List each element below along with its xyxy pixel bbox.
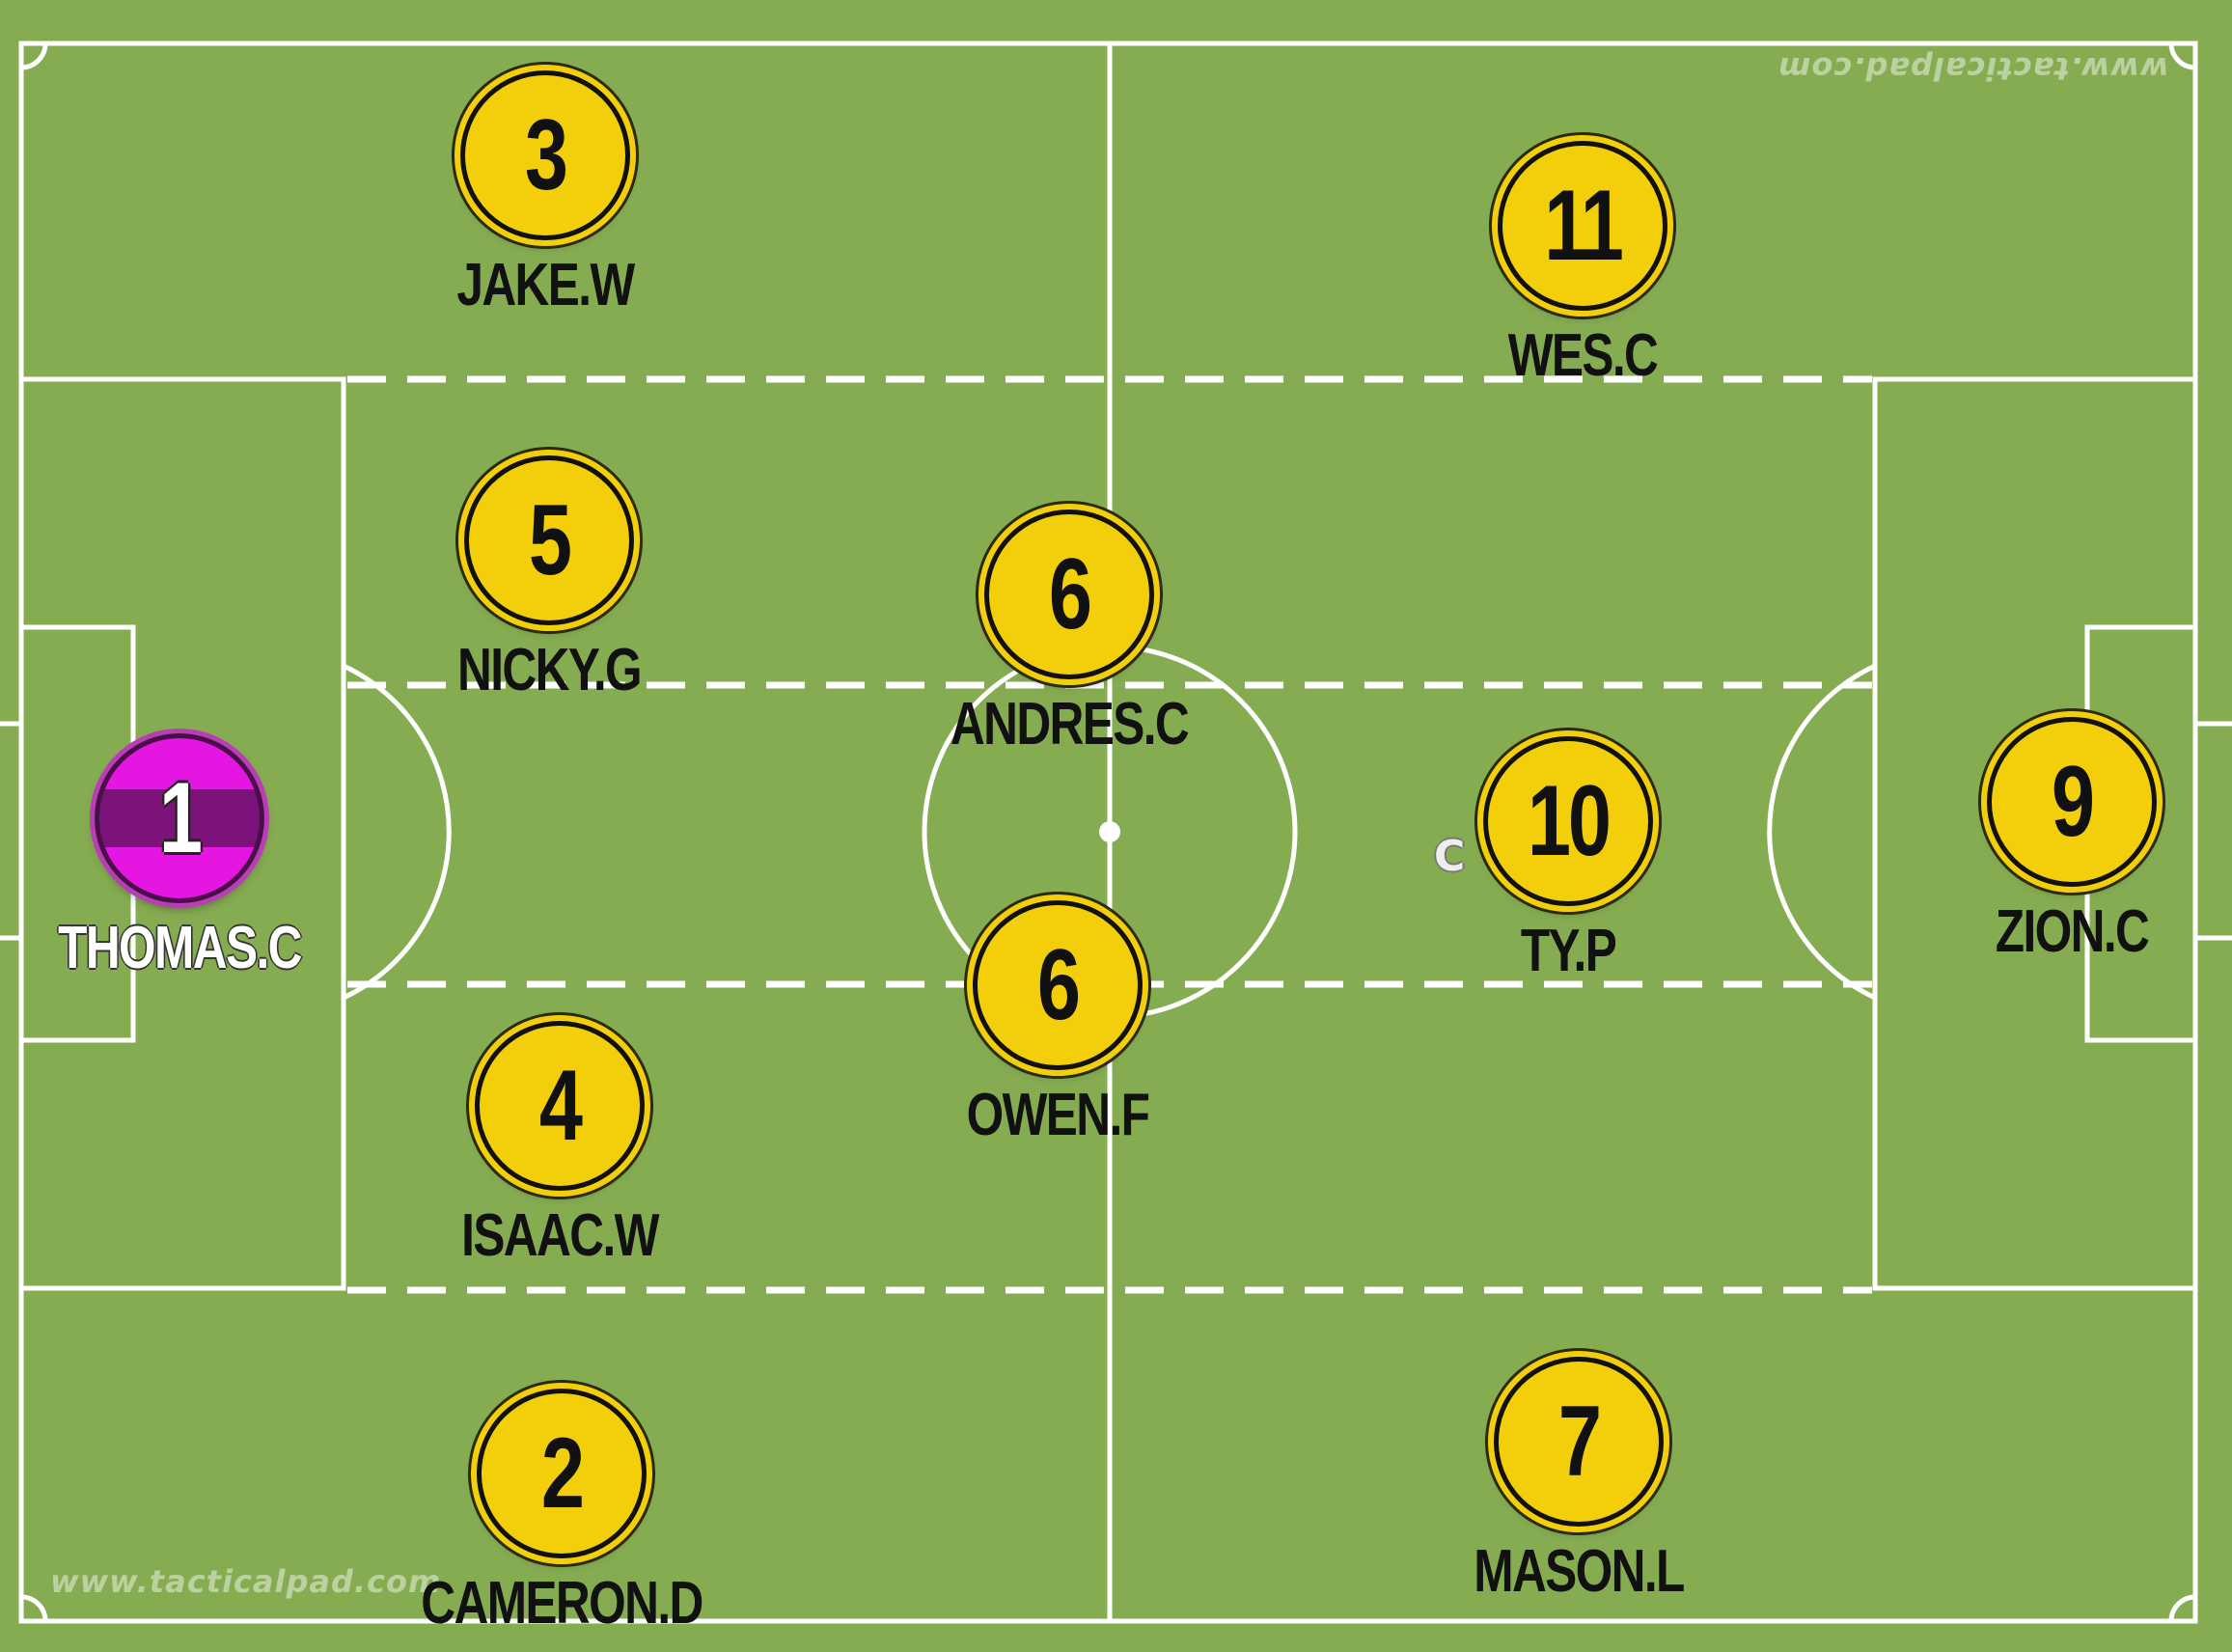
- player-name: CAMERON.D: [421, 1570, 703, 1637]
- player-number: 5: [529, 484, 572, 596]
- player-name: ISAAC.W: [461, 1202, 659, 1269]
- player-number: 11: [1544, 170, 1624, 282]
- player-name: NICKY.G: [457, 637, 643, 703]
- left-penalty-arc: [342, 663, 452, 1001]
- corner-arc-bl: [20, 1594, 48, 1622]
- player-name: WES.C: [1507, 322, 1659, 389]
- player-name: OWEN.F: [966, 1082, 1150, 1148]
- watermark-top: www.tacticalpad.com: [1777, 50, 2168, 87]
- player-number: 4: [539, 1050, 583, 1162]
- right-penalty-arc: [1767, 663, 1877, 1001]
- player-disc: 6: [984, 509, 1154, 679]
- player-number: 3: [525, 99, 568, 211]
- player-number: 6: [1049, 538, 1092, 650]
- player-name: ANDRES.C: [950, 691, 1190, 757]
- player-disc: 4: [475, 1021, 645, 1191]
- player-name: ZION.C: [1995, 898, 2150, 965]
- player-number: 2: [541, 1418, 585, 1529]
- corner-arc-tl: [20, 42, 48, 70]
- player-name: THOMAS.C: [58, 915, 302, 981]
- player-disc: 11: [1498, 141, 1667, 311]
- player-disc: 7: [1494, 1357, 1664, 1527]
- player-name: JAKE.W: [456, 252, 635, 318]
- player-disc: 9: [1987, 717, 2157, 887]
- watermark-bottom: www.tacticalpad.com: [50, 1563, 442, 1600]
- corner-arc-br: [2168, 1594, 2196, 1622]
- player-number: 1: [159, 762, 203, 874]
- captain-marker: C: [1434, 832, 1466, 881]
- player-disc: 5: [464, 455, 634, 625]
- center-spot: [1099, 821, 1120, 842]
- player-disc: 10: [1483, 736, 1653, 906]
- corner-arc-tr: [2168, 42, 2196, 70]
- player-number: 9: [2052, 746, 2095, 858]
- player-disc: 2: [477, 1389, 647, 1558]
- player-number: 7: [1558, 1386, 1602, 1498]
- player-name: MASON.L: [1474, 1538, 1685, 1605]
- player-disc: 1: [95, 733, 264, 903]
- player-name: TY.P: [1520, 918, 1617, 984]
- player-disc: 6: [973, 900, 1143, 1070]
- player-disc: 3: [460, 70, 630, 240]
- player-number: 6: [1037, 929, 1081, 1041]
- player-number: 10: [1528, 765, 1612, 877]
